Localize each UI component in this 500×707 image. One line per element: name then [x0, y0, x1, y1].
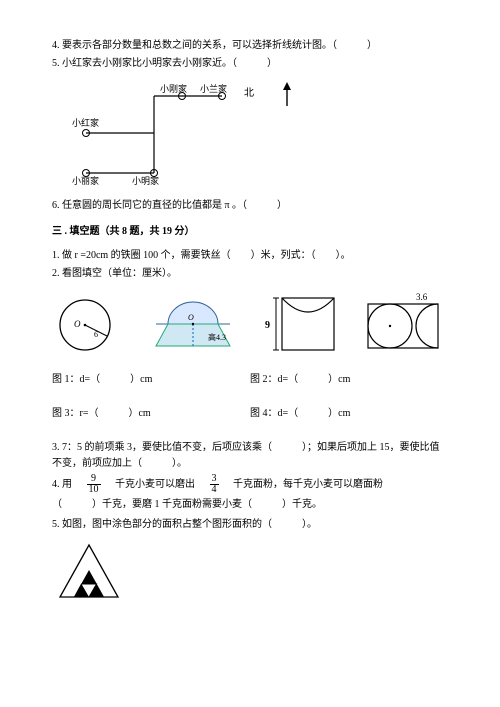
s3q4-pre: 4. 用 — [52, 479, 82, 490]
question-6: 6. 任意圆的周长同它的直径的比值都是 π 。（ ） — [52, 198, 448, 214]
fraction-9-10: 910 — [85, 474, 103, 495]
figure-4: 3.6 — [358, 292, 448, 358]
fig2-center: O — [188, 313, 194, 322]
figures-row: O 6 O 高4.3 9 3.6 — [52, 292, 448, 358]
fig1-label: 图 1：d=（ ）cm — [52, 372, 250, 388]
map-diagram: 小刚家 小兰家 北 小红家 小丽家 小明家 — [52, 78, 448, 188]
fig2-label: 图 2：d=（ ）cm — [250, 372, 448, 388]
fig1-radius: 6 — [94, 330, 98, 339]
figure-labels-row1: 图 1：d=（ ）cm 图 2：d=（ ）cm — [52, 372, 448, 388]
s3-question-2: 2. 看图填空（单位：厘米）。 — [52, 266, 448, 282]
worksheet-page: 4. 要表示各部分数量和总数之间的关系，可以选择折线统计图。（ ） 5. 小红家… — [0, 0, 500, 623]
triangle-figure — [54, 541, 124, 603]
section-3-title: 三 . 填空题（共 8 题，共 19 分） — [52, 224, 448, 240]
s3q4-mid2: 千克面粉，每千克小麦可以磨面粉 — [223, 479, 383, 490]
fig1-center: O — [74, 319, 81, 329]
figure-labels-row2: 图 3：r=（ ）cm 图 4：d=（ ）cm — [52, 406, 448, 422]
label-xiaoming: 小明家 — [132, 175, 159, 186]
label-north: 北 — [244, 87, 254, 99]
label-xiaolan: 小兰家 — [200, 83, 227, 94]
label-xiaogang: 小刚家 — [160, 83, 187, 94]
s3-question-4-line1: 4. 用 910 千克小麦可以磨出 34 千克面粉，每千克小麦可以磨面粉 — [52, 474, 448, 495]
question-4: 4. 要表示各部分数量和总数之间的关系，可以选择折线统计图。（ ） — [52, 38, 448, 54]
fraction-3-4: 34 — [208, 474, 221, 495]
map-svg: 小刚家 小兰家 北 小红家 小丽家 小明家 — [72, 78, 322, 188]
s3q4-mid1: 千克小麦可以磨出 — [105, 479, 205, 490]
label-xiaohong: 小红家 — [72, 117, 99, 128]
fig4-width: 3.6 — [416, 292, 428, 302]
s3-question-1: 1. 做 r =20cm 的铁圈 100 个，需要铁丝（ ）米，列式：（ ）。 — [52, 248, 448, 264]
figure-2: O 高4.3 — [138, 294, 248, 356]
s3-question-4-line2: （ ）千克，要磨 1 千克面粉需要小麦（ ）千克。 — [52, 497, 448, 513]
label-xiaoli: 小丽家 — [72, 175, 99, 186]
fig4-label: 图 4：d=（ ）cm — [250, 406, 448, 422]
figure-3: 9 — [264, 292, 342, 358]
fig3-height: 9 — [265, 320, 270, 331]
fig3-label: 图 3：r=（ ）cm — [52, 406, 250, 422]
figure-1: O 6 — [52, 294, 122, 356]
question-5: 5. 小红家去小刚家比小明家去小刚家近。（ ） — [52, 56, 448, 72]
s3-question-3: 3. 7：5 的前项乘 3，要使比值不变，后项应该乘（ ）；如果后项加上 15，… — [52, 440, 448, 472]
fig2-height: 高4.3 — [208, 332, 226, 342]
s3-question-5: 5. 如图，图中涂色部分的面积占整个图形面积的（ ）。 — [52, 517, 448, 533]
